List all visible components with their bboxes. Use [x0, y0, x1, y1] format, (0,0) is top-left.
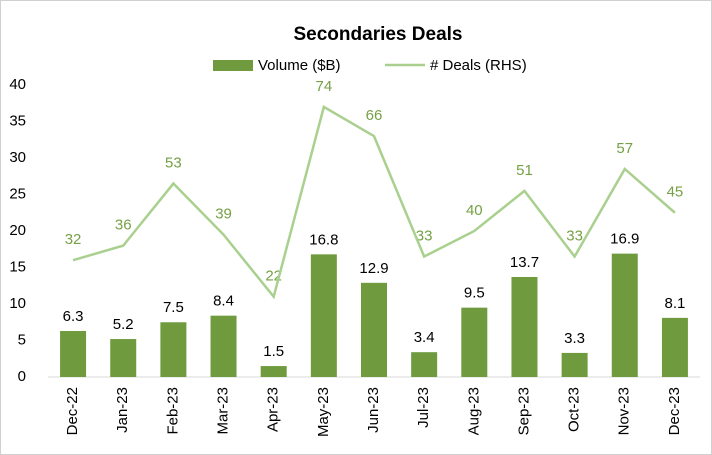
bar-value-label: 8.4 [213, 293, 234, 310]
bar-value-label: 16.8 [309, 231, 338, 248]
line-value-label: 51 [516, 162, 533, 179]
x-tick-label: Mar-23 [215, 387, 232, 435]
y-tick-label: 30 [9, 149, 26, 166]
y-tick-label: 0 [18, 368, 26, 385]
bar [411, 352, 438, 377]
bar-value-label: 1.5 [263, 343, 284, 360]
line-value-label: 57 [616, 140, 633, 157]
x-tick-label: Aug-23 [465, 387, 482, 435]
bar-value-label: 7.5 [163, 299, 184, 316]
bar [611, 253, 638, 377]
bar [60, 331, 87, 377]
bar [461, 307, 488, 377]
bar [310, 254, 337, 377]
legend-label: Volume ($B) [258, 57, 341, 74]
x-tick-label: Apr-23 [265, 387, 282, 432]
y-tick-label: 20 [9, 222, 26, 239]
legend-swatch [213, 60, 253, 71]
x-tick-label: Oct-23 [566, 387, 583, 432]
legend-label: # Deals (RHS) [430, 57, 527, 74]
bar-value-label: 6.3 [63, 308, 84, 325]
line-value-label: 74 [316, 78, 333, 95]
y-tick-label: 5 [18, 331, 26, 348]
bar [561, 352, 588, 377]
x-tick-label: Jan-23 [114, 387, 131, 433]
y-tick-label: 25 [9, 185, 26, 202]
bar [110, 339, 137, 377]
x-tick-label: Dec-22 [64, 387, 81, 435]
line-value-label: 39 [215, 206, 232, 223]
x-tick-label: Jun-23 [365, 387, 382, 433]
line-value-label: 36 [115, 217, 132, 234]
bar-value-label: 8.1 [664, 295, 685, 312]
y-tick-label: 40 [9, 76, 26, 93]
line-value-label: 32 [65, 231, 82, 248]
y-tick-label: 35 [9, 112, 26, 129]
line-value-label: 66 [366, 107, 383, 124]
x-tick-label: May-23 [315, 387, 332, 437]
x-tick-label: Jul-23 [415, 387, 432, 428]
bar-value-label: 3.3 [564, 330, 585, 347]
bar-value-label: 9.5 [464, 285, 485, 302]
x-tick-label: Dec-23 [666, 387, 683, 435]
bar [361, 282, 387, 377]
bar [260, 366, 287, 377]
bar [511, 276, 538, 377]
line-value-label: 40 [466, 202, 483, 219]
x-tick-label: Nov-23 [616, 387, 633, 435]
bar-value-label: 3.4 [414, 329, 435, 346]
y-tick-label: 15 [9, 258, 26, 275]
x-tick-label: Feb-23 [164, 387, 181, 435]
chart-title: Secondaries Deals [294, 24, 463, 45]
line-value-label: 45 [667, 184, 684, 201]
y-tick-label: 10 [9, 295, 26, 312]
line [72, 104, 676, 300]
bar-value-label: 13.7 [510, 254, 539, 271]
bar-value-label: 16.9 [610, 231, 639, 248]
bar [661, 317, 688, 377]
bar-value-label: 12.9 [359, 260, 388, 277]
line-value-label: 53 [165, 155, 182, 172]
bar [160, 322, 187, 377]
x-tick-label: Sep-23 [515, 387, 532, 435]
bar [210, 315, 237, 377]
line-value-label: 33 [416, 228, 433, 245]
line-value-label: 33 [566, 228, 583, 245]
bar-value-label: 5.2 [113, 316, 134, 333]
